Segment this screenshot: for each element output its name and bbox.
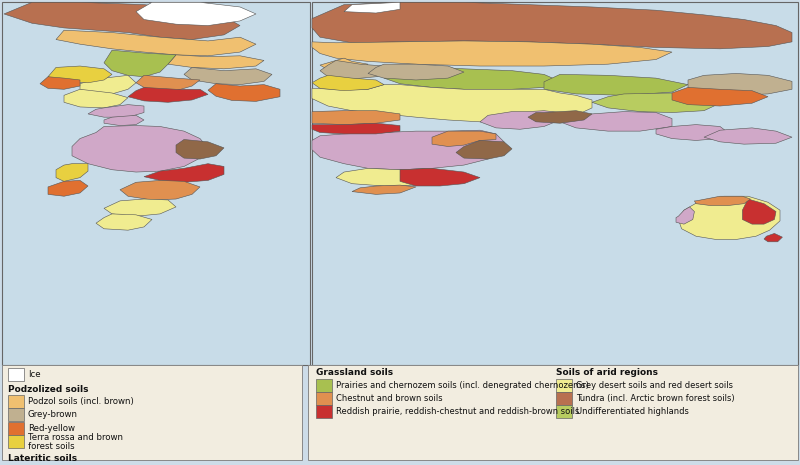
Polygon shape xyxy=(384,66,560,89)
Text: Soils of arid regions: Soils of arid regions xyxy=(556,368,658,378)
Polygon shape xyxy=(312,123,400,134)
Bar xyxy=(556,405,572,419)
Polygon shape xyxy=(72,126,208,172)
Polygon shape xyxy=(40,77,80,89)
Bar xyxy=(8,395,24,408)
Bar xyxy=(2,365,302,460)
Text: Chestnut and brown soils: Chestnut and brown soils xyxy=(336,394,442,403)
Polygon shape xyxy=(312,130,504,170)
Polygon shape xyxy=(742,199,776,224)
Bar xyxy=(556,392,572,405)
Text: Grey desert soils and red desert soils: Grey desert soils and red desert soils xyxy=(576,381,733,390)
Text: Undifferentiated highlands: Undifferentiated highlands xyxy=(576,407,689,416)
Polygon shape xyxy=(656,125,728,140)
Polygon shape xyxy=(694,196,750,206)
Polygon shape xyxy=(560,112,672,131)
Bar xyxy=(316,379,332,392)
Polygon shape xyxy=(184,67,272,85)
Bar xyxy=(316,392,332,405)
Polygon shape xyxy=(528,111,592,123)
Polygon shape xyxy=(672,87,768,106)
Polygon shape xyxy=(208,84,280,101)
Polygon shape xyxy=(136,75,200,91)
Polygon shape xyxy=(480,111,560,129)
Polygon shape xyxy=(320,60,392,79)
Text: Ice: Ice xyxy=(28,370,41,379)
Polygon shape xyxy=(704,128,792,144)
Polygon shape xyxy=(120,180,200,200)
Text: Grassland soils: Grassland soils xyxy=(316,368,393,378)
Polygon shape xyxy=(678,196,780,239)
Text: Lateritic soils: Lateritic soils xyxy=(8,454,77,464)
Polygon shape xyxy=(688,73,792,95)
Polygon shape xyxy=(168,55,264,69)
Polygon shape xyxy=(56,30,256,56)
Polygon shape xyxy=(176,140,224,159)
Text: Reddish prairie, reddish-chestnut and reddish-brown soils: Reddish prairie, reddish-chestnut and re… xyxy=(336,407,579,416)
Polygon shape xyxy=(544,74,688,95)
Bar xyxy=(308,365,798,460)
Bar xyxy=(8,408,24,421)
Polygon shape xyxy=(80,75,136,94)
Polygon shape xyxy=(336,168,448,186)
Polygon shape xyxy=(676,207,694,224)
Bar xyxy=(8,368,24,381)
Polygon shape xyxy=(592,93,720,113)
Polygon shape xyxy=(48,66,112,83)
Polygon shape xyxy=(312,2,792,49)
Polygon shape xyxy=(56,164,88,181)
Bar xyxy=(8,422,24,435)
Text: Grey-brown: Grey-brown xyxy=(28,411,78,419)
Text: Red-yellow: Red-yellow xyxy=(28,424,75,432)
Text: Terra rossa and brown: Terra rossa and brown xyxy=(28,433,123,442)
Polygon shape xyxy=(312,41,672,66)
Bar xyxy=(2,2,310,365)
Polygon shape xyxy=(344,2,400,13)
Text: forest soils: forest soils xyxy=(28,442,74,451)
Polygon shape xyxy=(64,89,128,108)
Polygon shape xyxy=(136,2,256,26)
Polygon shape xyxy=(432,131,496,146)
Text: Prairies and chernozem soils (incl. denegrated chernozems): Prairies and chernozem soils (incl. dene… xyxy=(336,381,589,390)
Polygon shape xyxy=(88,105,144,117)
Polygon shape xyxy=(48,180,88,196)
Polygon shape xyxy=(400,168,480,186)
Polygon shape xyxy=(312,111,400,125)
Bar xyxy=(556,379,572,392)
Polygon shape xyxy=(456,140,512,159)
Bar xyxy=(8,435,24,448)
Text: Podzol soils (incl. brown): Podzol soils (incl. brown) xyxy=(28,398,134,406)
Text: Tundra (incl. Arctic brown forest soils): Tundra (incl. Arctic brown forest soils) xyxy=(576,394,734,403)
Polygon shape xyxy=(368,64,464,80)
Polygon shape xyxy=(352,185,416,194)
Polygon shape xyxy=(320,58,368,72)
Bar xyxy=(316,405,332,419)
Polygon shape xyxy=(312,75,384,91)
Polygon shape xyxy=(144,164,224,182)
Polygon shape xyxy=(312,85,592,122)
Text: Podzolized soils: Podzolized soils xyxy=(8,385,89,394)
Polygon shape xyxy=(104,199,176,216)
Polygon shape xyxy=(4,2,240,40)
Polygon shape xyxy=(96,214,152,230)
Polygon shape xyxy=(104,115,144,126)
Polygon shape xyxy=(128,87,208,102)
Bar xyxy=(312,2,798,365)
Polygon shape xyxy=(104,50,176,77)
Polygon shape xyxy=(764,233,782,242)
